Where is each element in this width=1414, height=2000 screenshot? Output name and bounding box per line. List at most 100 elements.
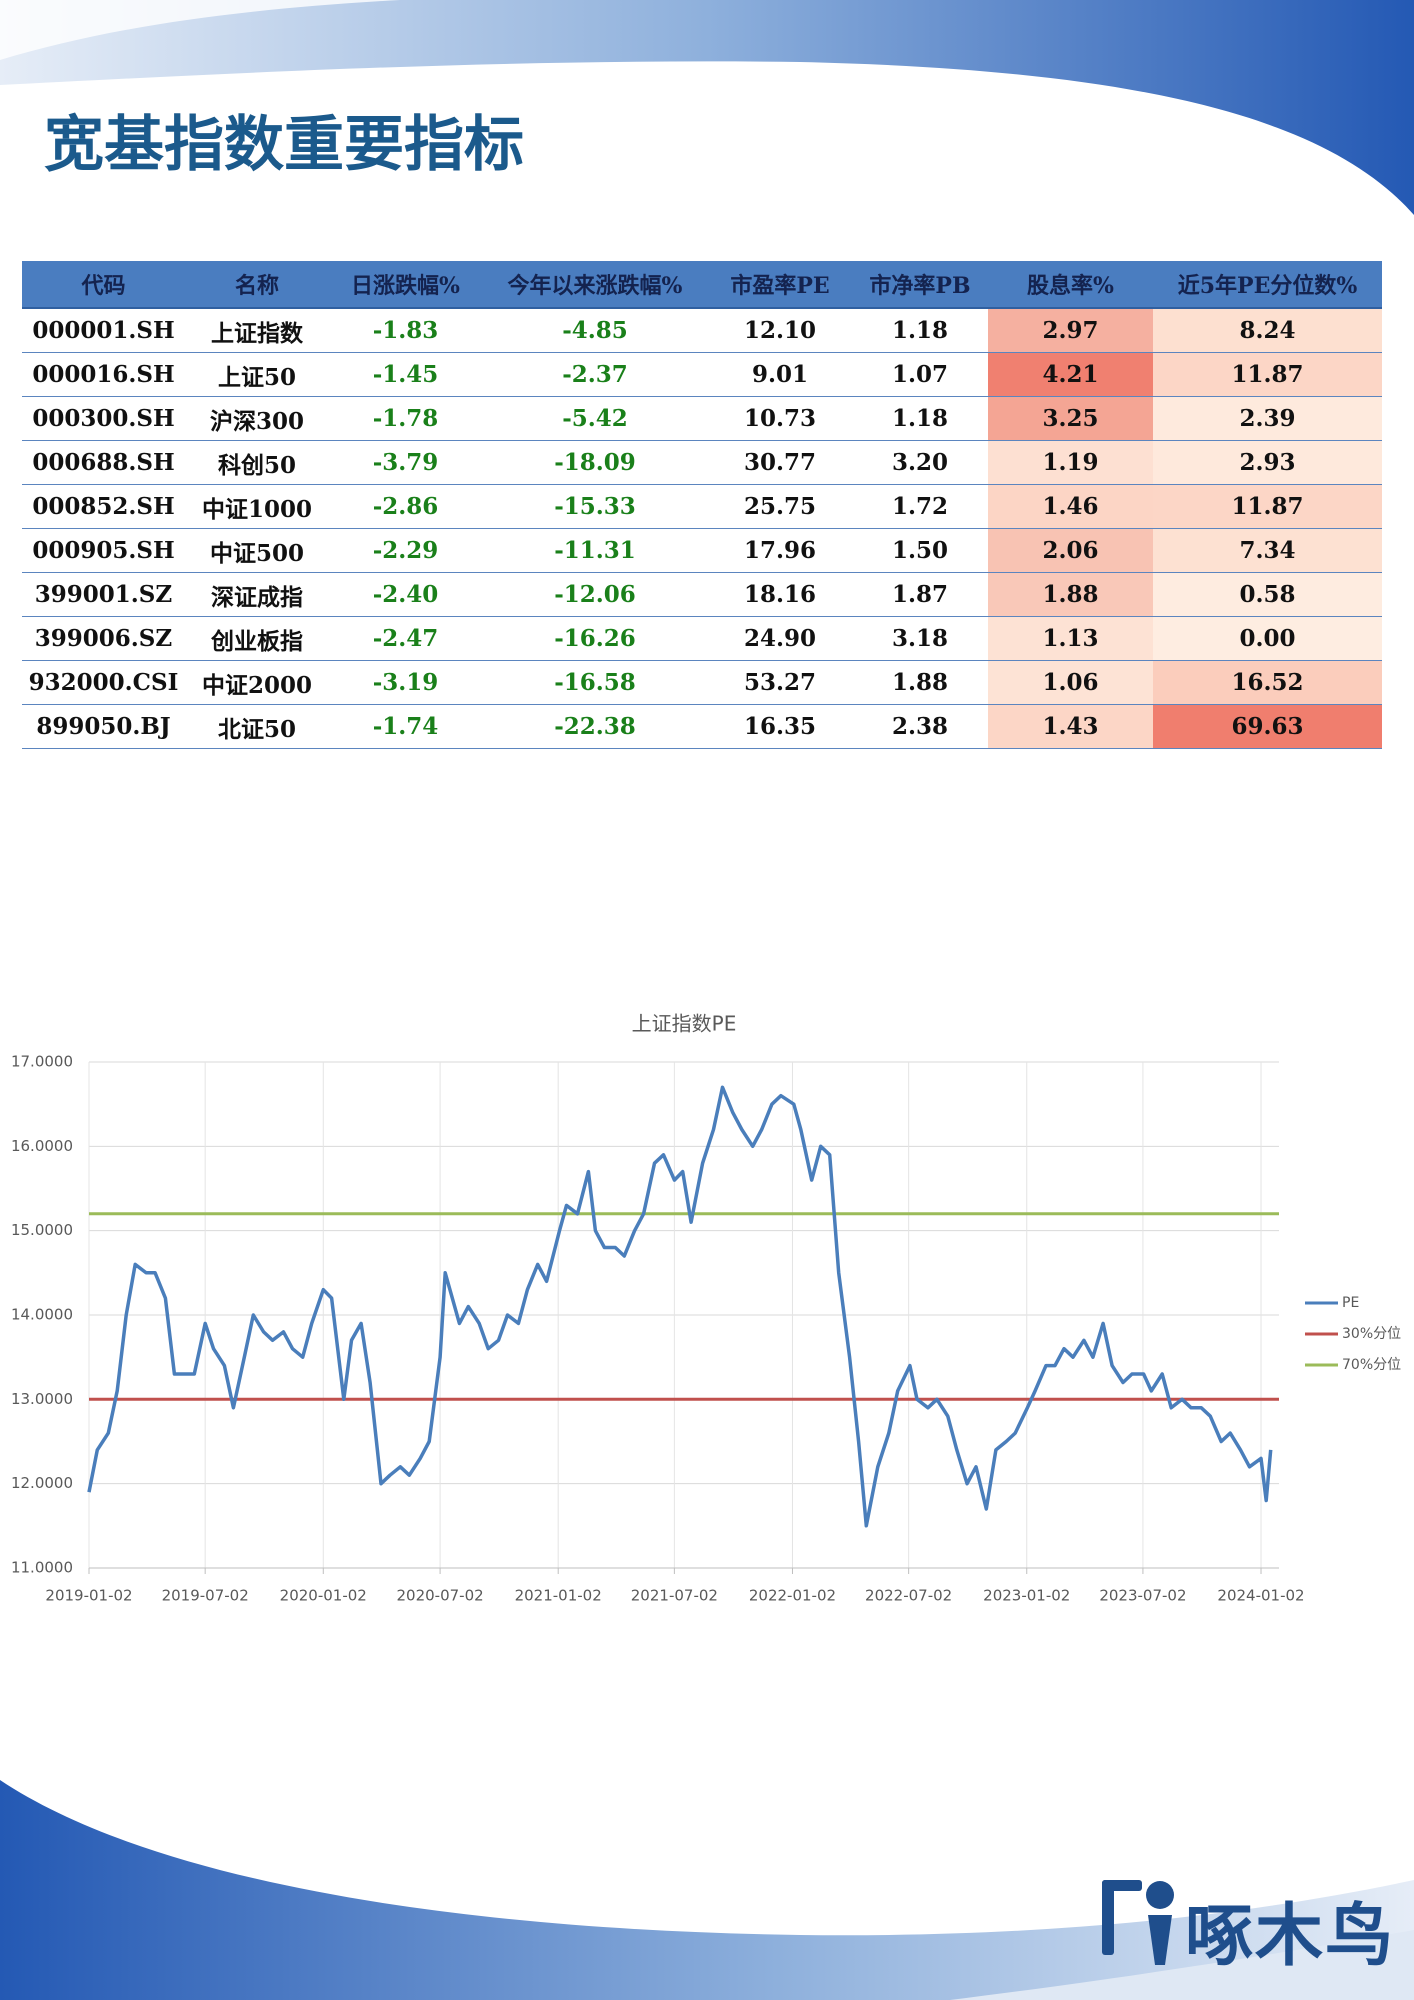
table-cell: 中证1000 xyxy=(185,484,329,529)
x-tick-label: 2020-07-02 xyxy=(397,1587,484,1605)
table-cell: 16.52 xyxy=(1153,660,1382,705)
table-cell: 创业板指 xyxy=(185,616,329,661)
table-cell: 24.90 xyxy=(708,616,852,661)
table-cell: 1.88 xyxy=(988,572,1153,617)
table-cell: 53.27 xyxy=(708,660,852,705)
table-cell: 000001.SH xyxy=(22,308,185,353)
table-cell: 2.38 xyxy=(852,704,988,749)
table-cell: 北证50 xyxy=(185,704,329,749)
table-cell: 16.35 xyxy=(708,704,852,749)
y-tick-label: 16.0000 xyxy=(11,1137,73,1155)
table-cell: 沪深300 xyxy=(185,396,329,441)
header-cell: 代码 xyxy=(22,261,185,309)
table-row: 000300.SH 沪深300 -1.78 -5.42 10.73 1.18 3.25 2.3… xyxy=(22,396,1382,441)
table-cell: 深证成指 xyxy=(185,572,329,617)
table-cell: 0.58 xyxy=(1153,572,1382,617)
table-cell: 2.97 xyxy=(988,308,1153,353)
table-row: 399001.SZ 深证成指 -2.40 -12.06 18.16 1.87 1.88 0.5… xyxy=(22,572,1382,617)
table-cell: 3.25 xyxy=(988,396,1153,441)
chart-area xyxy=(0,995,1414,1625)
table-cell: 3.18 xyxy=(852,616,988,661)
table-cell: 11.87 xyxy=(1153,352,1382,397)
table-cell: -15.33 xyxy=(482,484,708,529)
table-cell: -18.09 xyxy=(482,440,708,485)
table-cell: 399001.SZ xyxy=(22,572,185,617)
x-tick-label: 2021-07-02 xyxy=(631,1587,718,1605)
table-row: 000688.SH 科创50 -3.79 -18.09 30.77 3.20 1.19 2.9… xyxy=(22,440,1382,485)
table-cell: 1.50 xyxy=(852,528,988,573)
table-cell: 000300.SH xyxy=(22,396,185,441)
table-row: 000905.SH 中证500 -2.29 -11.31 17.96 1.50 2.06 7.… xyxy=(22,528,1382,573)
table-cell: -22.38 xyxy=(482,704,708,749)
legend-label: 70%分位 xyxy=(1342,1357,1401,1373)
table-cell: 1.18 xyxy=(852,396,988,441)
bottom-swoosh xyxy=(0,1780,1414,2000)
table-cell: 1.88 xyxy=(852,660,988,705)
table-cell: 1.19 xyxy=(988,440,1153,485)
table-cell: -1.45 xyxy=(329,352,482,397)
bottom-highlight xyxy=(950,1930,1414,2000)
x-tick-label: 2022-07-02 xyxy=(865,1587,952,1605)
x-tick-label: 2023-01-02 xyxy=(983,1587,1070,1605)
table-cell: 1.43 xyxy=(988,704,1153,749)
legend-label: 30%分位 xyxy=(1342,1326,1401,1342)
table-cell: -1.83 xyxy=(329,308,482,353)
table-cell: -2.86 xyxy=(329,484,482,529)
table-cell: 932000.CSI xyxy=(22,660,185,705)
table-cell: 899050.BJ xyxy=(22,704,185,749)
x-tick-label: 2023-07-02 xyxy=(1099,1587,1186,1605)
x-tick-label: 2022-01-02 xyxy=(749,1587,836,1605)
table-cell: 0.00 xyxy=(1153,616,1382,661)
table-cell: 1.46 xyxy=(988,484,1153,529)
y-tick-label: 14.0000 xyxy=(11,1306,73,1324)
table-cell: 399006.SZ xyxy=(22,616,185,661)
table-cell: -11.31 xyxy=(482,528,708,573)
table-cell: 上证指数 xyxy=(185,308,329,353)
table-cell: -2.37 xyxy=(482,352,708,397)
x-tick-label: 2024-01-02 xyxy=(1217,1587,1304,1605)
table-cell: 2.06 xyxy=(988,528,1153,573)
table-cell: 17.96 xyxy=(708,528,852,573)
table-cell: -3.19 xyxy=(329,660,482,705)
table-cell: 科创50 xyxy=(185,440,329,485)
table-body: 000001.SH 上证指数 -1.83 -4.85 12.10 1.18 2.97 8.24… xyxy=(22,308,1382,749)
y-tick-label: 11.0000 xyxy=(11,1559,73,1577)
table-row: 899050.BJ 北证50 -1.74 -22.38 16.35 2.38 1.43 69.… xyxy=(22,704,1382,749)
y-tick-label: 15.0000 xyxy=(11,1221,73,1239)
table-cell: 8.24 xyxy=(1153,308,1382,353)
table-cell: -3.79 xyxy=(329,440,482,485)
table-cell: 18.16 xyxy=(708,572,852,617)
table-cell: 1.18 xyxy=(852,308,988,353)
table-cell: 12.10 xyxy=(708,308,852,353)
table-cell: 25.75 xyxy=(708,484,852,529)
table-cell: 7.34 xyxy=(1153,528,1382,573)
x-tick-label: 2021-01-02 xyxy=(515,1587,602,1605)
table-cell: -1.78 xyxy=(329,396,482,441)
table-cell: 中证2000 xyxy=(185,660,329,705)
index-table: 代码 名称 日涨跌幅% 今年以来涨跌幅% 市盈率PE 市净率PB 股息率% 近5年PE分位数%… xyxy=(22,261,1382,749)
line-series xyxy=(87,1085,1273,1528)
logo-icon xyxy=(1102,1880,1174,1965)
table-cell: 10.73 xyxy=(708,396,852,441)
table-cell: 中证500 xyxy=(185,528,329,573)
table-cell: 000852.SH xyxy=(22,484,185,529)
y-tick-label: 12.0000 xyxy=(11,1474,73,1492)
chart-title: 上证指数PE xyxy=(632,1012,737,1036)
x-tick-label: 2019-01-02 xyxy=(45,1587,132,1605)
header-row: 代码 名称 日涨跌幅% 今年以来涨跌幅% 市盈率PE 市净率PB 股息率% 近5年PE分位数% xyxy=(22,261,1382,309)
table-cell: 2.39 xyxy=(1153,396,1382,441)
header-cell: 今年以来涨跌幅% xyxy=(482,261,708,309)
table-row: 000001.SH 上证指数 -1.83 -4.85 12.10 1.18 2.97 8.24 xyxy=(22,308,1382,353)
table-cell: 4.21 xyxy=(988,352,1153,397)
logo-text: 啄木鸟 xyxy=(1185,1897,1396,1976)
table-cell: 3.20 xyxy=(852,440,988,485)
table-cell: -2.47 xyxy=(329,616,482,661)
table-row: 000852.SH 中证1000 -2.86 -15.33 25.75 1.72 1.46 1… xyxy=(22,484,1382,529)
y-tick-label: 17.0000 xyxy=(11,1053,73,1071)
table-cell: 2.93 xyxy=(1153,440,1382,485)
x-tick-label: 2020-01-02 xyxy=(280,1587,367,1605)
table-cell: -2.29 xyxy=(329,528,482,573)
header-cell: 名称 xyxy=(185,261,329,309)
